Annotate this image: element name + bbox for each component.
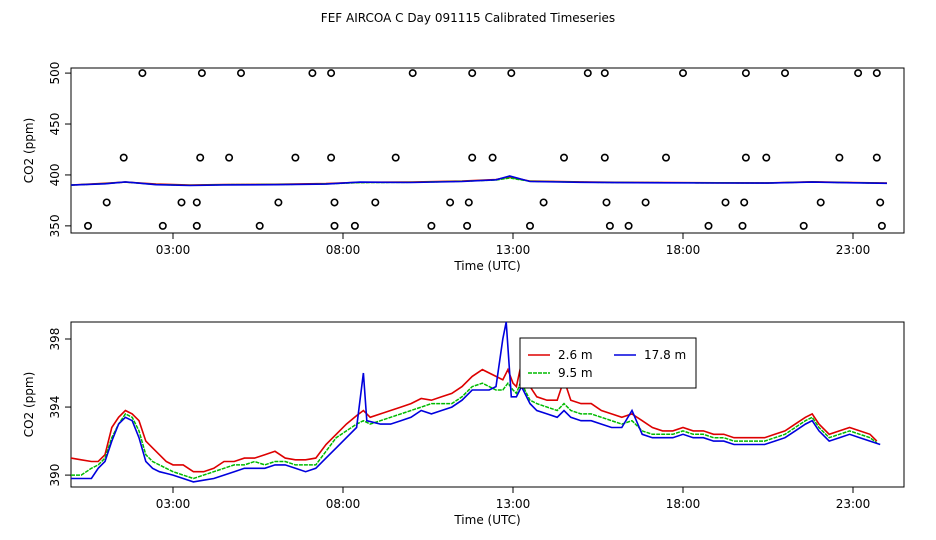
calibration-point: [876, 198, 885, 207]
calibration-point: [102, 198, 111, 207]
calibration-point: [468, 69, 477, 78]
plot-frame: [70, 321, 905, 488]
calibration-point: [371, 198, 380, 207]
calibration-point: [854, 69, 863, 78]
calibration-point: [721, 198, 730, 207]
calibration-point: [274, 198, 283, 207]
calibration-point: [196, 153, 205, 162]
calibration-point: [84, 221, 93, 230]
y-tick-label: 398: [48, 328, 62, 351]
series-line-2: [70, 177, 888, 187]
y-axis-label: CO2 (ppm): [22, 372, 36, 438]
calibration-point: [559, 153, 568, 162]
x-tick-label: 18:00: [666, 497, 701, 511]
figure-title: FEF AIRCOA C Day 091115 Calibrated Times…: [321, 11, 615, 25]
x-tick-label: 08:00: [326, 497, 361, 511]
y-axis-label: CO2 (ppm): [22, 118, 36, 184]
plot-frame: [70, 67, 905, 234]
x-tick-label: 03:00: [156, 497, 191, 511]
calibration-point: [877, 221, 886, 230]
calibration-point: [600, 69, 609, 78]
calibration-point: [624, 221, 633, 230]
y-tick-label: 390: [48, 464, 62, 487]
legend-box: [519, 337, 697, 389]
calibration-point: [641, 198, 650, 207]
legend-label-1: 2.6 m: [558, 348, 593, 362]
calibration-point: [762, 153, 771, 162]
co2-profile-panel: 03:00 08:00 13:00 18:00 23:00 390 394 398 Time (…: [22, 321, 905, 527]
calibration-point: [237, 69, 246, 78]
calibration-point: [780, 69, 789, 78]
x-axis-label: Time (UTC): [453, 259, 520, 273]
calibration-point: [872, 153, 881, 162]
series-line-1: [70, 362, 878, 473]
calibration-point: [539, 198, 548, 207]
calibration-point: [507, 69, 516, 78]
calibration-point: [427, 221, 436, 230]
calibration-point: [291, 153, 300, 162]
calibration-point: [391, 153, 400, 162]
calibration-point: [225, 153, 234, 162]
y-tick-label: 500: [48, 62, 62, 85]
calibration-point: [327, 69, 336, 78]
legend: 2.6 m 9.5 m 17.8 m: [519, 337, 697, 389]
calibration-point: [678, 69, 687, 78]
x-tick-label: 13:00: [496, 243, 531, 257]
calibration-point: [741, 153, 750, 162]
calibration-point: [605, 221, 614, 230]
calibration-point: [799, 221, 808, 230]
calibration-point: [872, 69, 881, 78]
calibration-point: [463, 221, 472, 230]
x-tick-label: 13:00: [496, 497, 531, 511]
calibration-point: [446, 198, 455, 207]
calibrated-timeseries-panel: 03:00 08:00 13:00 18:00 23:00 350 400 450 500 Tim…: [22, 62, 905, 273]
calibration-point: [661, 153, 670, 162]
calibration-point: [192, 198, 201, 207]
calibration-point: [327, 153, 336, 162]
calibration-point: [255, 221, 264, 230]
y-tick-label: 400: [48, 163, 62, 186]
calibration-point: [197, 69, 206, 78]
series-line-3: [70, 175, 888, 187]
calibration-point: [525, 221, 534, 230]
legend-label-3: 17.8 m: [644, 348, 686, 362]
calibration-point: [704, 221, 713, 230]
y-tick-label: 450: [48, 113, 62, 136]
calibration-point: [138, 69, 147, 78]
calibration-point: [738, 221, 747, 230]
calibration-point: [119, 153, 128, 162]
calibration-point: [308, 69, 317, 78]
calibration-point: [192, 221, 201, 230]
x-axis-label: Time (UTC): [453, 513, 520, 527]
x-tick-label: 03:00: [156, 243, 191, 257]
calibration-point: [350, 221, 359, 230]
x-tick-label: 18:00: [666, 243, 701, 257]
y-tick-label: 350: [48, 214, 62, 237]
calibration-point: [741, 69, 750, 78]
calibration-point: [600, 153, 609, 162]
calibration-point: [740, 198, 749, 207]
calibration-point: [488, 153, 497, 162]
calibration-point: [602, 198, 611, 207]
calibration-point: [177, 198, 186, 207]
calibration-point: [835, 153, 844, 162]
calibration-point: [464, 198, 473, 207]
calibration-point: [330, 198, 339, 207]
x-tick-label: 08:00: [326, 243, 361, 257]
calibration-point: [330, 221, 339, 230]
series-line-2: [71, 377, 878, 480]
x-tick-label: 23:00: [836, 497, 871, 511]
x-tick-label: 23:00: [836, 243, 871, 257]
series-line-3: [71, 321, 881, 483]
legend-label-2: 9.5 m: [558, 366, 593, 380]
calibration-point: [408, 69, 417, 78]
calibration-point: [468, 153, 477, 162]
calibration-point: [583, 69, 592, 78]
calibration-point: [816, 198, 825, 207]
calibration-point: [158, 221, 167, 230]
y-tick-label: 394: [48, 396, 62, 419]
